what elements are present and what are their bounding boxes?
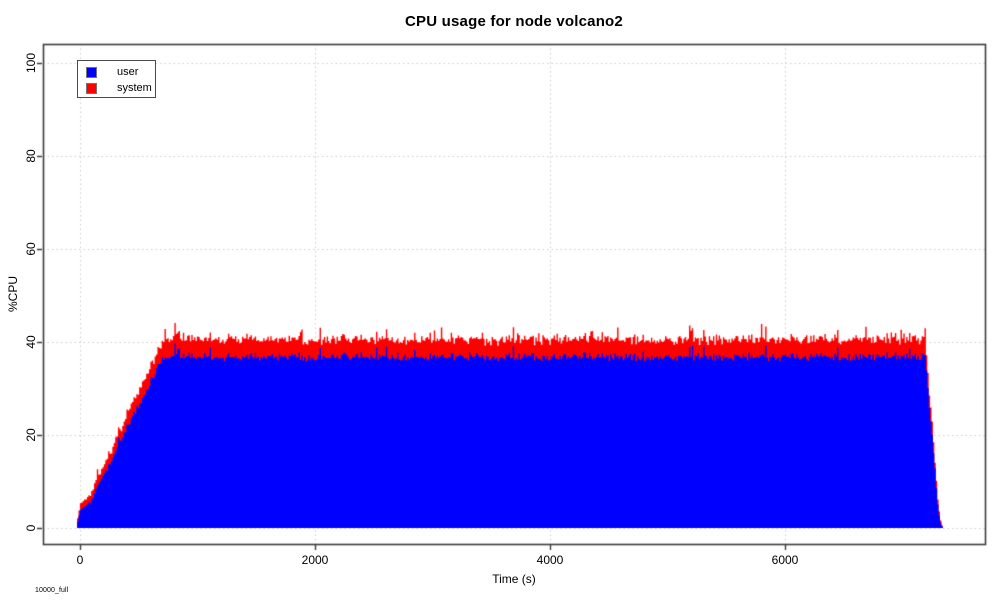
y-tick-label: 60 [24,242,38,256]
y-axis-label: %CPU [6,275,20,313]
y-tick-label: 20 [24,428,38,442]
legend: user system [77,60,156,98]
y-tick-label: 40 [24,335,38,349]
legend-item-system: system [86,80,155,96]
chart-title: CPU usage for node volcano2 [405,13,623,30]
x-tick-label: 0 [76,553,84,567]
user-series-swatch-icon [86,66,97,78]
footnote-run-label: 10000_full [35,587,69,594]
legend-label-user: user [117,65,139,78]
x-tick-label: 2000 [301,553,329,567]
y-tick-label: 0 [24,524,38,532]
system-series-swatch-icon [86,82,97,94]
y-tick-label: 100 [24,53,38,74]
x-tick-label: 6000 [771,553,799,567]
legend-label-system: system [117,81,152,94]
x-axis-label: Time (s) [492,572,536,586]
x-tick-label: 4000 [536,553,564,567]
legend-item-user: user [86,64,155,80]
y-tick-label: 80 [24,149,38,163]
